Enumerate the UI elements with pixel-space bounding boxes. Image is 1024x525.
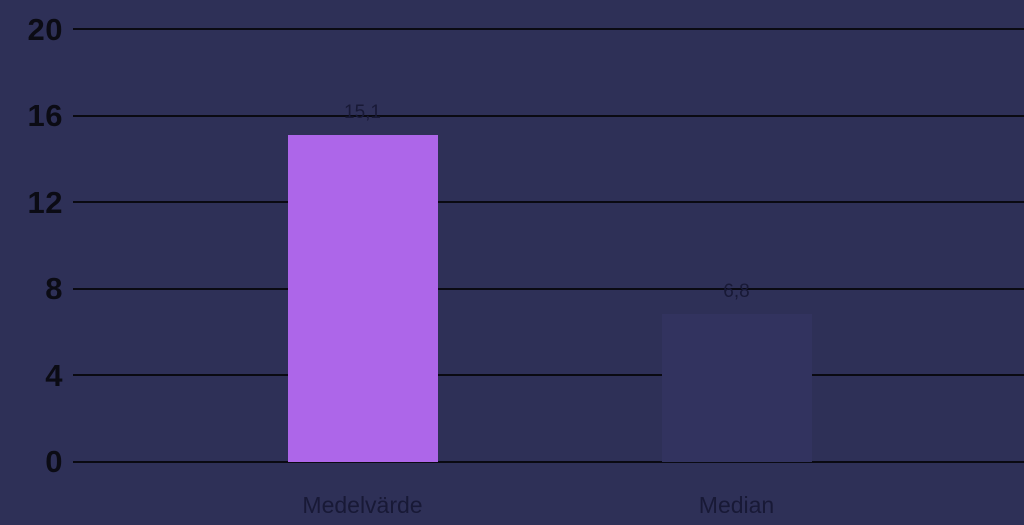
gridline <box>73 374 1024 376</box>
gridline <box>73 28 1024 30</box>
y-tick-label: 16 <box>27 98 63 133</box>
y-tick-label: 20 <box>27 11 63 47</box>
category-label-median: Median <box>698 492 775 518</box>
bar-value-label-median: 6,8 <box>723 281 750 303</box>
bar-median[interactable] <box>661 314 812 463</box>
bar-medelvarde[interactable] <box>287 134 438 463</box>
bar-value-label-medelvarde: 15,1 <box>344 101 381 123</box>
y-tick-label: 0 <box>45 444 63 479</box>
category-label-medelvarde: Medelvärde <box>302 492 423 518</box>
y-tick-label: 8 <box>45 271 63 306</box>
y-tick-label: 12 <box>27 184 63 220</box>
gridline <box>73 114 1024 117</box>
gridline <box>73 287 1024 290</box>
y-tick-label: 4 <box>45 357 63 393</box>
gridline <box>73 201 1024 203</box>
gridline <box>73 460 1024 463</box>
